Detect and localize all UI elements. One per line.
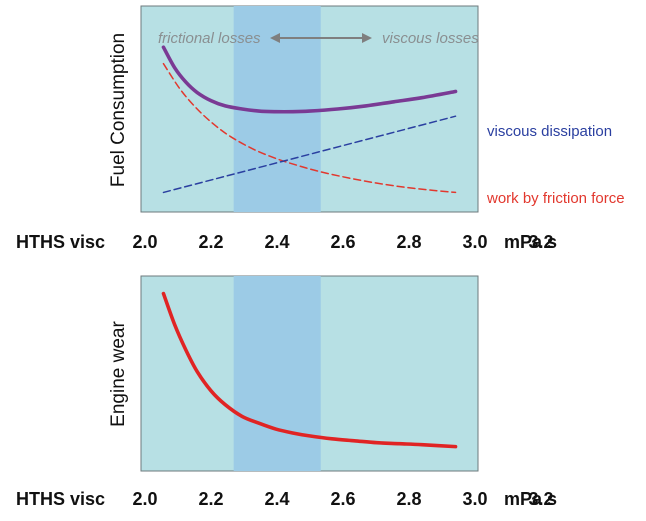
wear-highlight-band	[233, 276, 321, 471]
x-tick-label: 2.8	[396, 232, 421, 252]
annotation-frictional-losses: frictional losses	[158, 30, 261, 47]
wear-chart: Engine wear HTHS visc 2.0 2.2 2.4 2.6 2.8 3.0…	[16, 275, 557, 509]
x-tick-label: 3.2	[528, 232, 553, 252]
x-tick-label: 2.2	[198, 489, 223, 509]
x-tick-label: 2.2	[198, 232, 223, 252]
annotation-viscous-losses: viscous losses	[382, 30, 479, 47]
x-tick-label: 2.0	[132, 232, 157, 252]
wear-x-axis-label: HTHS visc	[16, 489, 105, 509]
fuel-x-axis: HTHS visc 2.0 2.2 2.4 2.6 2.8 3.0 3.2 mPa s	[16, 232, 557, 252]
series-line-wear	[161, 291, 458, 449]
series-line-fuel	[161, 45, 458, 114]
x-tick-label: 3.0	[462, 232, 487, 252]
x-tick-label: 2.4	[264, 232, 289, 252]
fuel-x-axis-unit: mPa s	[504, 232, 557, 252]
fuel-series-group	[161, 45, 458, 194]
legend-work-by-friction-force: work by friction force	[486, 190, 625, 207]
wear-x-ticks: 2.0 2.2 2.4 2.6 2.8 3.0 3.2	[132, 489, 553, 509]
legend-viscous-dissipation: viscous dissipation	[487, 123, 612, 140]
wear-x-axis: HTHS visc 2.0 2.2 2.4 2.6 2.8 3.0 3.2 mPa s	[16, 489, 557, 509]
fuel-x-ticks: 2.0 2.2 2.4 2.6 2.8 3.0 3.2	[132, 232, 553, 252]
x-tick-label: 2.6	[330, 489, 355, 509]
wear-series-group	[161, 291, 458, 449]
series-line-friction	[162, 62, 457, 194]
fuel-chart: frictional losses viscous losses Fuel Co…	[16, 5, 625, 252]
x-tick-label: 2.6	[330, 232, 355, 252]
x-tick-label: 2.8	[396, 489, 421, 509]
fuel-x-axis-label: HTHS visc	[16, 232, 105, 252]
fuel-y-axis-label: Fuel Consumption	[108, 33, 129, 187]
x-tick-label: 2.4	[264, 489, 289, 509]
x-tick-label: 3.2	[528, 489, 553, 509]
x-tick-label: 2.0	[132, 489, 157, 509]
series-line-viscous	[162, 115, 457, 194]
x-tick-label: 3.0	[462, 489, 487, 509]
wear-x-axis-unit: mPa s	[504, 489, 557, 509]
wear-y-axis-label: Engine wear	[108, 321, 129, 427]
